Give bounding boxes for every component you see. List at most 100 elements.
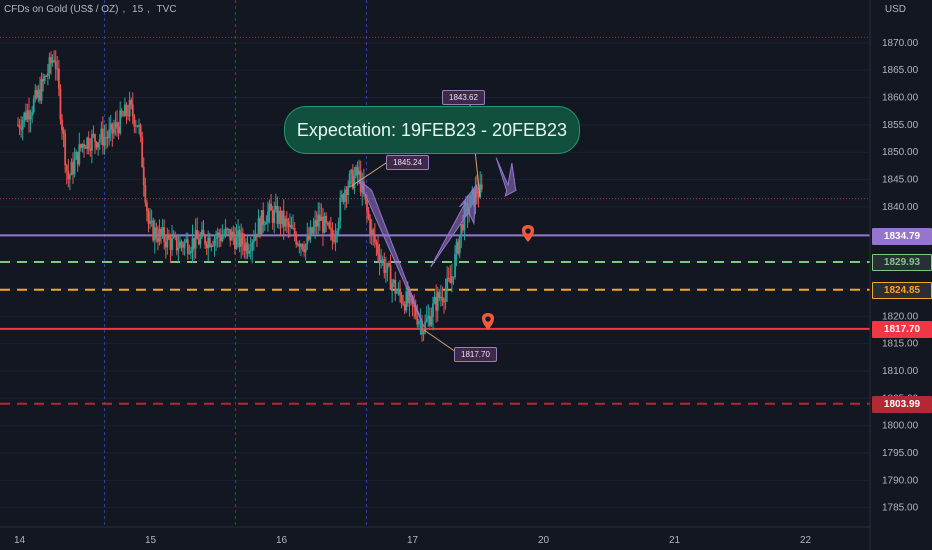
candle-body — [146, 202, 148, 212]
candle-body — [256, 233, 258, 237]
price-tick-label: 1785.00 — [882, 503, 919, 514]
price-tick-label: 1800.00 — [882, 421, 919, 432]
candle-body — [197, 239, 200, 245]
candle-body — [205, 244, 208, 249]
candle-body — [238, 229, 241, 247]
time-tick-label: 21 — [669, 535, 681, 546]
candle-body — [441, 296, 444, 302]
candle-body — [315, 220, 318, 227]
candle-body — [355, 167, 357, 176]
candle-body — [218, 232, 221, 237]
pin-marker-hole — [525, 228, 531, 234]
candle-body — [386, 263, 389, 270]
candle-body — [196, 230, 199, 240]
price-axis-bg — [870, 0, 932, 550]
candle-body — [123, 104, 126, 117]
price-tick-label: 1790.00 — [882, 475, 919, 486]
candle-body — [436, 292, 439, 311]
note-1845[interactable]: 1845.24 — [386, 155, 429, 170]
candle-body — [342, 194, 345, 202]
candle-body — [45, 75, 48, 77]
candle-body — [334, 234, 337, 242]
candle-body — [461, 224, 464, 231]
candle-body — [439, 296, 442, 299]
candle-body — [322, 216, 324, 233]
candle-body — [87, 137, 90, 149]
candle-body — [296, 243, 299, 245]
candle-body — [435, 297, 438, 311]
price-tick-label: 1855.00 — [882, 120, 919, 131]
candle-body — [366, 199, 368, 211]
candle-body — [157, 238, 159, 242]
candle-body — [223, 235, 225, 237]
candle-body — [67, 170, 70, 180]
candle-body — [432, 303, 434, 318]
pin-marker-hole — [485, 316, 491, 322]
price-axis: 1785.001790.001795.001800.001805.001810.… — [869, 0, 932, 550]
candle-body — [479, 184, 482, 198]
candle-body — [301, 244, 304, 250]
candle-body — [246, 242, 249, 254]
candle-body — [46, 73, 49, 77]
candle-body — [172, 236, 175, 238]
candle-body — [212, 245, 214, 247]
grid — [0, 0, 870, 527]
candle-body — [20, 128, 23, 130]
candle-body — [229, 229, 232, 241]
candle-body — [216, 232, 219, 238]
candle-body — [23, 112, 26, 121]
candle-body — [447, 277, 450, 279]
candle-body — [293, 227, 296, 237]
candles — [17, 50, 483, 342]
candle-body — [131, 104, 134, 117]
candle-body — [428, 315, 431, 326]
rise-arrow — [430, 183, 478, 268]
note-1843[interactable]: 1843.62 — [442, 90, 485, 105]
candle-body — [268, 203, 271, 212]
candle-body — [380, 259, 383, 263]
level-tag-1829.93[interactable]: 1829.93 — [872, 254, 932, 272]
candle-body — [331, 229, 334, 241]
candle-body — [358, 170, 361, 175]
candle-body — [72, 161, 74, 175]
price-tick-label: 1850.00 — [882, 147, 919, 158]
price-tick-label: 1845.00 — [882, 175, 919, 186]
candle-body — [402, 303, 405, 305]
candle-body — [234, 237, 236, 249]
candle-body — [61, 119, 63, 131]
candle-body — [169, 238, 172, 251]
candle-body — [153, 227, 156, 241]
candle-body — [226, 228, 228, 230]
candle-body — [251, 242, 254, 251]
candle-body — [285, 218, 288, 222]
candle-body — [43, 75, 46, 82]
note-1817[interactable]: 1817.70 — [454, 347, 497, 362]
level-tag-1834.79[interactable]: 1834.79 — [872, 227, 932, 245]
candle-body — [458, 235, 461, 254]
price-tick-label: 1795.00 — [882, 448, 919, 459]
level-tag-1803.99[interactable]: 1803.99 — [872, 396, 932, 414]
candle-body — [421, 320, 423, 335]
candle-body — [375, 241, 378, 245]
candle-body — [455, 241, 458, 254]
candle-body — [237, 229, 239, 235]
level-tag-1817.70[interactable]: 1817.70 — [872, 321, 932, 339]
candle-body — [444, 289, 447, 302]
candle-body — [100, 128, 103, 140]
candle-body — [81, 144, 84, 148]
candle-body — [248, 251, 250, 254]
candle-body — [373, 233, 376, 242]
candle-body — [171, 237, 173, 251]
candle-body — [210, 245, 213, 247]
candle-body — [105, 136, 107, 138]
candle-body — [326, 222, 329, 224]
candle-body — [430, 317, 433, 326]
candle-body — [262, 210, 265, 225]
candle-body — [18, 125, 21, 129]
data-source: TVC — [156, 4, 177, 15]
candle-body — [37, 89, 40, 98]
candle-body — [278, 210, 280, 224]
level-tag-1824.85[interactable]: 1824.85 — [872, 282, 932, 300]
expectation-callout[interactable]: Expectation: 19FEB23 - 20FEB23 — [284, 106, 580, 154]
